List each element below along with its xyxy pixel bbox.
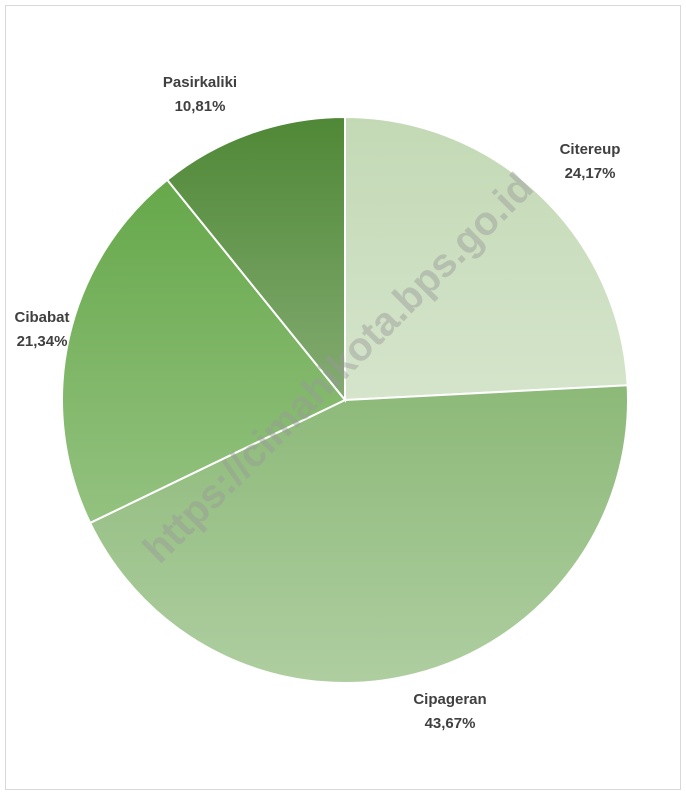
pie-slice	[88, 384, 629, 684]
slice-value-label: 21,34%	[17, 333, 68, 350]
pie-slice	[344, 115, 629, 402]
slice-label: Cibabat	[14, 309, 69, 326]
pie-slice	[61, 178, 347, 525]
pie-slice	[165, 115, 346, 403]
slice-label: Citereup	[560, 141, 621, 158]
slice-value-label: 24,17%	[565, 165, 616, 182]
slice-value-label: 43,67%	[425, 715, 476, 732]
slice-label: Cipageran	[413, 691, 486, 708]
slice-label: Pasirkaliki	[163, 74, 237, 91]
slice-value-label: 10,81%	[175, 98, 226, 115]
